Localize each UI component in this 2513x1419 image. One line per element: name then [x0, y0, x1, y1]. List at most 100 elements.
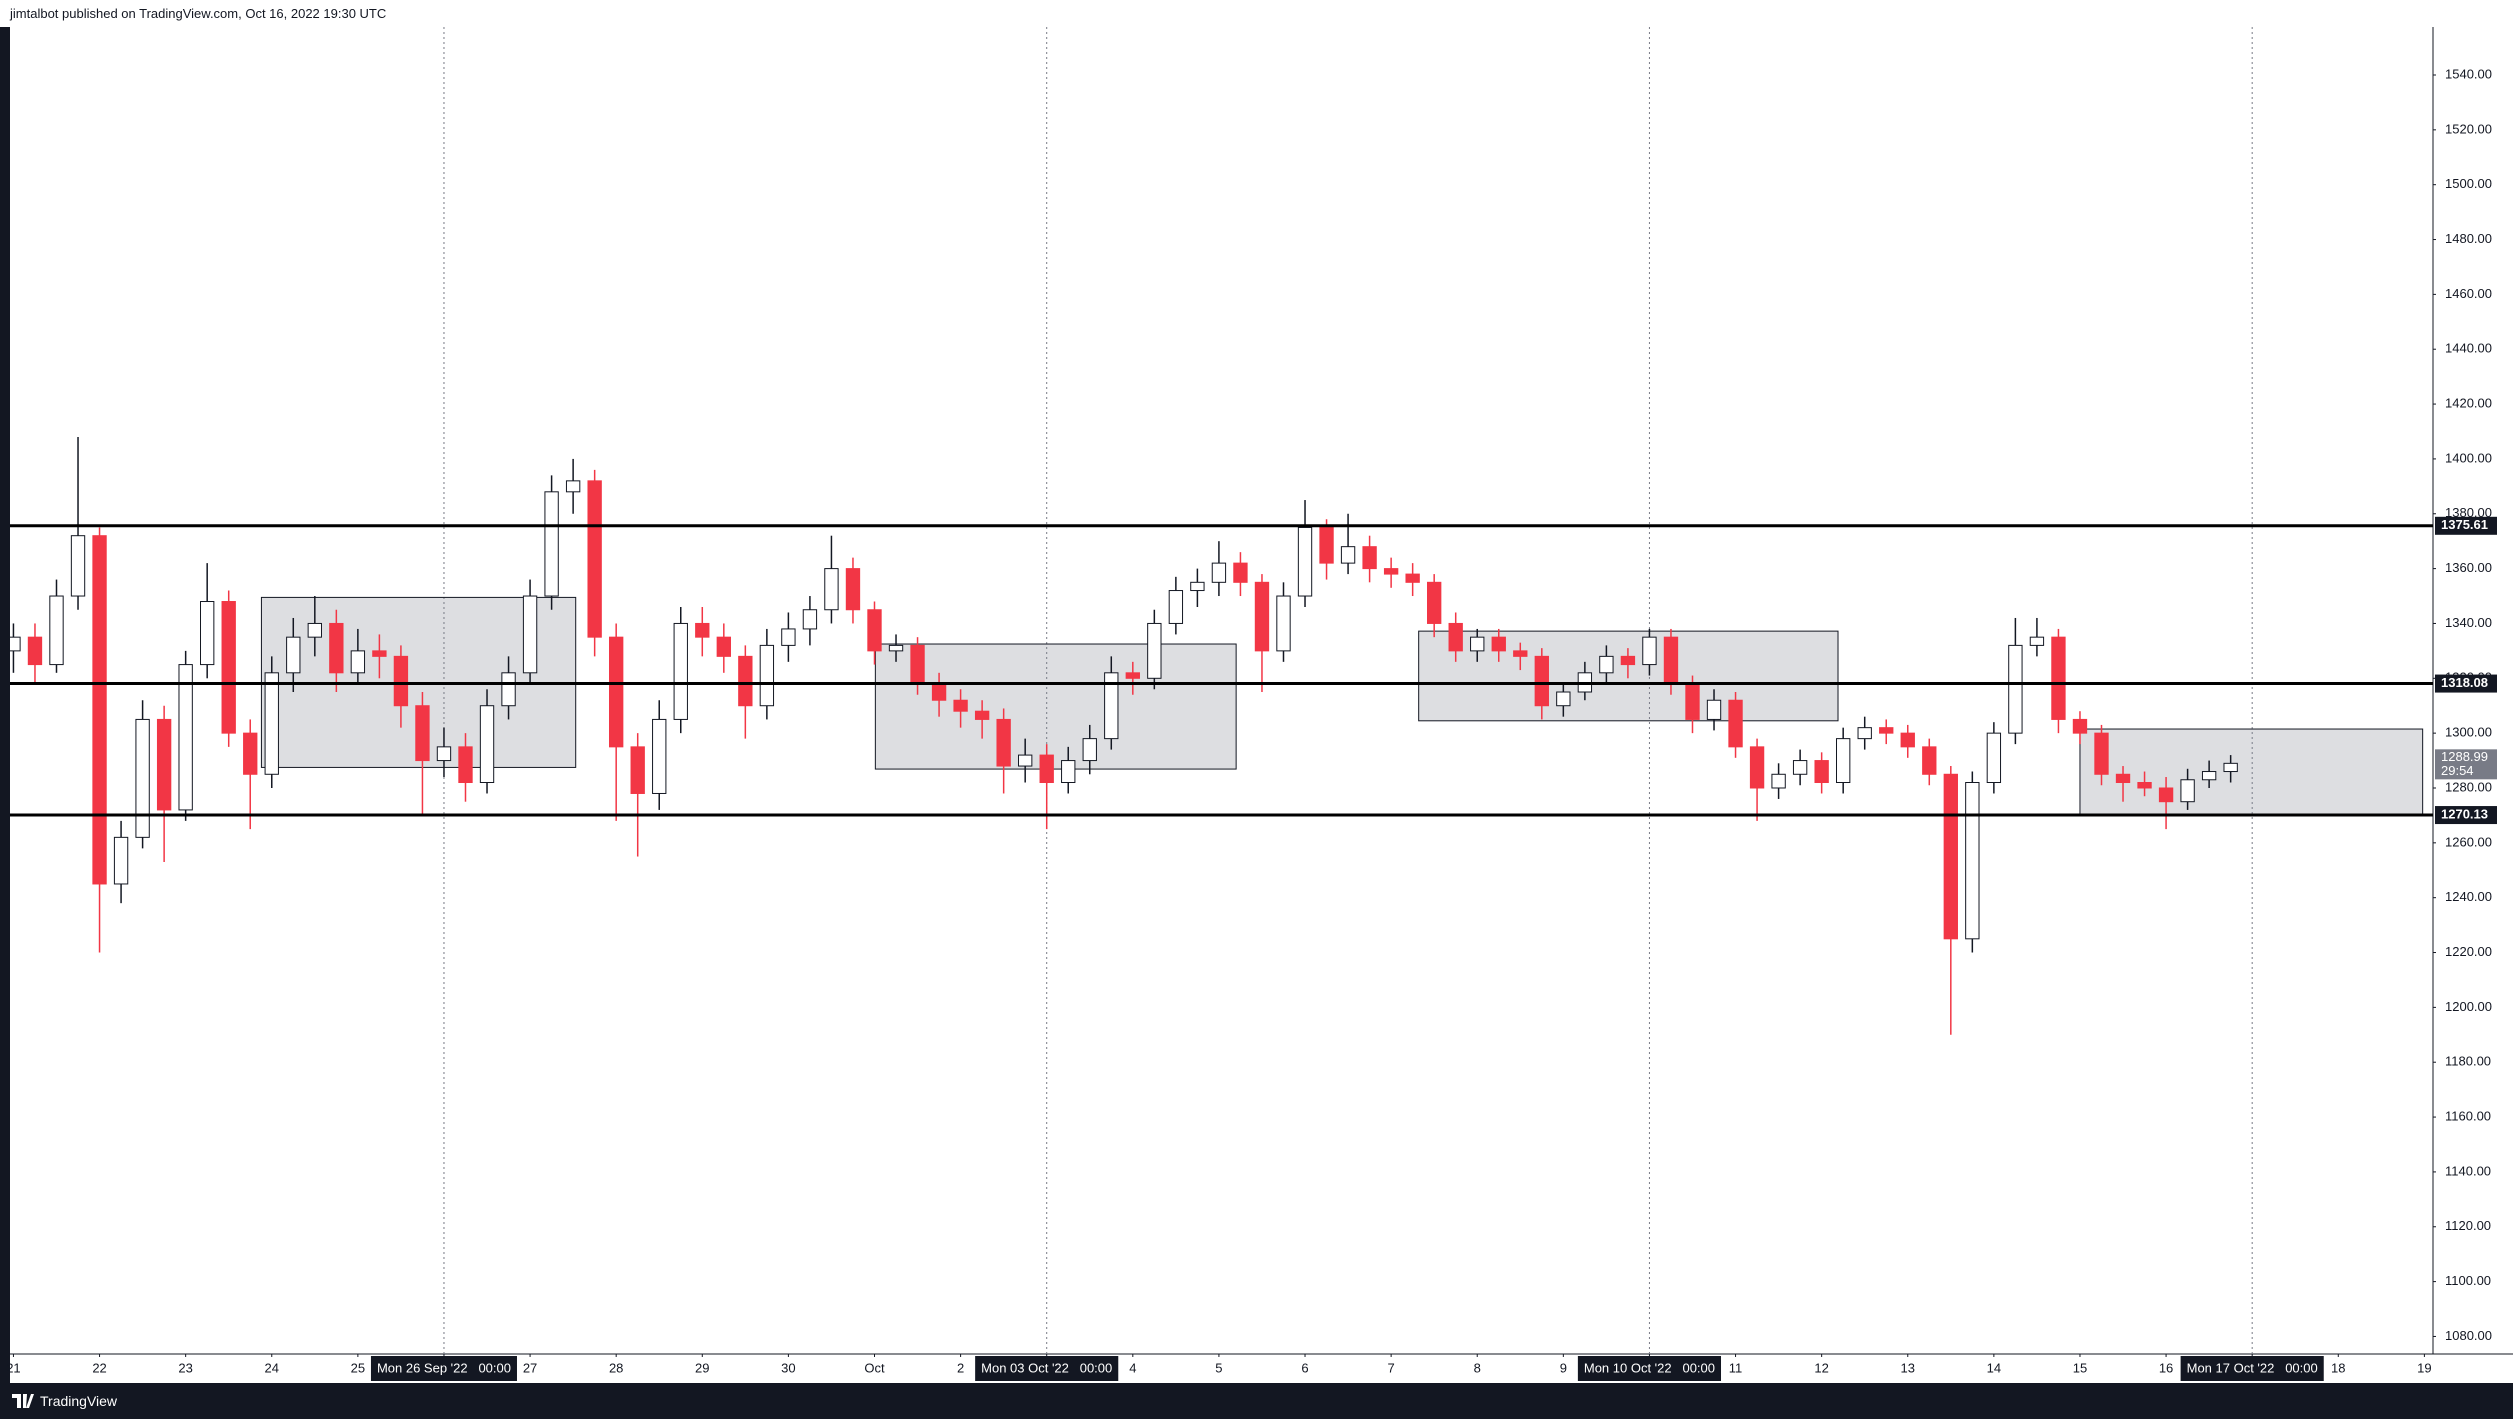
candle-body: [716, 636, 731, 657]
x-tick-label: 11: [1729, 1360, 1743, 1375]
chart: 21 22 23 24 25 Mon 26 Sep '22 00:00 27 28 29 30 Oc…: [0, 27, 2513, 1383]
candle-body: [92, 535, 107, 885]
candle-body: [1340, 546, 1356, 564]
candle-body: [565, 480, 581, 493]
y-tick-label: 1420.00: [2445, 396, 2492, 411]
candle-body: [200, 601, 215, 666]
x-tick-label: 18: [2331, 1360, 2345, 1375]
candle-body: [1792, 760, 1808, 775]
candle-body: [479, 705, 495, 784]
candle-body: [630, 746, 645, 794]
candle-body: [2223, 762, 2238, 773]
candle-body: [1319, 526, 1334, 564]
candle-body: [996, 718, 1011, 767]
x-tick-label-highlight: Mon 17 Oct '22 00:00: [2187, 1360, 2318, 1375]
level-label: 1270.13: [2441, 806, 2488, 821]
last-price-box: [2435, 749, 2497, 780]
candle-body: [1965, 782, 1980, 940]
level-label-box: [2435, 674, 2497, 693]
candle-body: [1427, 581, 1442, 624]
y-tick-label: 1500.00: [2445, 176, 2492, 191]
candle-body: [1663, 636, 1679, 685]
candle-body: [2180, 779, 2195, 803]
plot: [10, 27, 2433, 1354]
candle-body: [845, 568, 861, 611]
candle-body: [1706, 699, 1722, 720]
candle-body: [888, 644, 904, 652]
candle-body: [2029, 636, 2045, 646]
y-tick-label: 1360.00: [2445, 560, 2492, 575]
candle-body: [974, 710, 990, 720]
plot-area: [10, 27, 2433, 1354]
candle-body: [1448, 622, 1463, 652]
candle-body: [2008, 644, 2023, 734]
candle-body: [286, 636, 301, 674]
y-tick-label: 1240.00: [2445, 889, 2492, 904]
candle-body: [738, 655, 753, 707]
candle-body: [910, 644, 925, 685]
x-tick-label: 16: [2159, 1360, 2173, 1375]
range-zone: [874, 643, 1237, 770]
candle-body: [1233, 562, 1248, 583]
candle-body: [652, 718, 667, 794]
candle-body: [609, 636, 624, 748]
candle-body: [1986, 732, 2002, 784]
x-tick-label: 19: [2417, 1360, 2431, 1375]
candle-body: [1857, 727, 1872, 740]
x-tick-label: Oct: [864, 1360, 885, 1375]
y-tick-label: 1280.00: [2445, 779, 2492, 794]
y-tick-label: 1200.00: [2445, 999, 2492, 1014]
level-label: 1375.61: [2441, 517, 2488, 532]
x-tick-label: 15: [2073, 1360, 2087, 1375]
x-tick-label: 22: [92, 1360, 106, 1375]
x-tick-label: 28: [609, 1360, 623, 1375]
candle-body: [1534, 655, 1549, 707]
x-tick-label-box: [2180, 1356, 2324, 1381]
candle-body: [2094, 732, 2109, 775]
candle-body: [2158, 787, 2174, 803]
candle-body: [1362, 546, 1377, 570]
y-tick-label: 1400.00: [2445, 450, 2492, 465]
candle-body: [307, 622, 322, 638]
x-tick-label-box: [1577, 1356, 1722, 1381]
y-tick-label: 1480.00: [2445, 231, 2492, 246]
candle-body: [759, 644, 775, 707]
candle-body: [243, 732, 258, 775]
x-tick-label: 9: [1560, 1360, 1567, 1375]
brand-logo: [12, 1394, 34, 1408]
y-tick-label: 1540.00: [2445, 66, 2492, 81]
x-tick-label: 12: [1814, 1360, 1828, 1375]
candle-body: [781, 628, 796, 646]
candle-body: [1405, 573, 1420, 583]
candle-body: [2115, 773, 2131, 784]
candle-body: [1900, 732, 1915, 748]
candle-body: [458, 746, 473, 784]
y-tick-label: 1140.00: [2445, 1163, 2491, 1178]
candle-body: [953, 699, 968, 712]
x-tick-label: 4: [1129, 1360, 1136, 1375]
candle-body: [1642, 636, 1657, 666]
footer: TradingView: [0, 1383, 2513, 1419]
candle-body: [1125, 672, 1140, 679]
range-zone: [2079, 728, 2424, 816]
candle-body: [695, 622, 710, 638]
y-tick-label: 1180.00: [2445, 1054, 2491, 1069]
candle-body: [1082, 738, 1097, 762]
x-tick-label: 24: [265, 1360, 279, 1375]
candle-body: [1039, 754, 1054, 784]
y-tick-label: 1440.00: [2445, 341, 2492, 356]
level-label: 1318.08: [2441, 675, 2488, 690]
candle-body: [27, 636, 43, 666]
candle-body: [1771, 773, 1786, 789]
candle-body: [1879, 727, 1894, 734]
x-tick-label: 30: [781, 1360, 795, 1375]
x-tick-label-highlight: Mon 26 Sep '22 00:00: [377, 1360, 511, 1375]
brand-name: TradingView: [40, 1393, 118, 1409]
candle-body: [1943, 773, 1958, 940]
candle-body: [415, 705, 430, 762]
candle-body: [178, 664, 193, 811]
candle-body: [135, 718, 150, 838]
x-tick-label: 29: [695, 1360, 709, 1375]
y-tick-label: 1080.00: [2445, 1328, 2492, 1343]
